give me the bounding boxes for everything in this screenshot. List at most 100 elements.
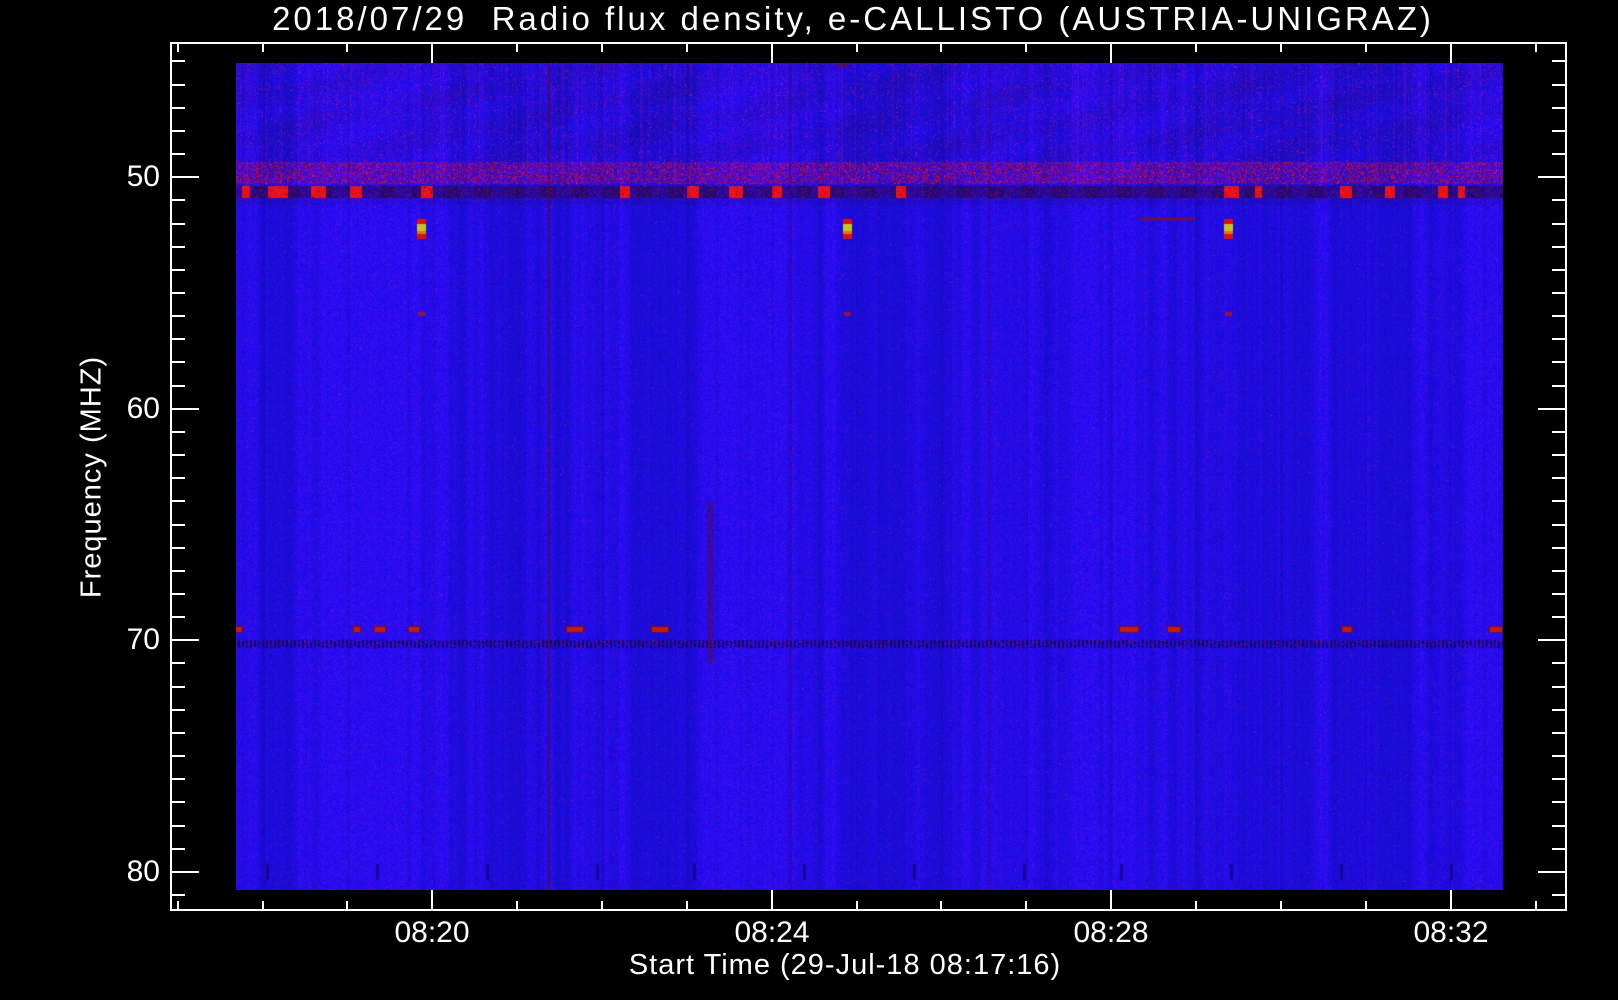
x-tick	[1365, 901, 1367, 909]
x-tick	[686, 901, 688, 909]
y-tick	[172, 246, 185, 248]
y-tick	[172, 639, 199, 641]
x-tick	[516, 901, 518, 909]
y-tick	[172, 709, 185, 711]
y-tick	[1552, 500, 1565, 502]
x-tick	[1365, 44, 1367, 52]
y-tick	[172, 477, 185, 479]
x-tick	[1450, 44, 1452, 63]
y-tick	[1552, 431, 1565, 433]
x-tick	[856, 901, 858, 909]
y-tick-label: 70	[126, 623, 160, 656]
y-tick	[1552, 107, 1565, 109]
y-tick	[1552, 894, 1565, 896]
x-tick	[771, 44, 773, 63]
x-tick	[177, 44, 179, 52]
x-tick-label: 08:32	[1413, 916, 1489, 949]
chart-title: 2018/07/29 Radio flux density, e-CALLIST…	[272, 0, 1434, 37]
y-tick-label: 60	[126, 392, 160, 425]
y-tick	[1552, 686, 1565, 688]
y-tick	[1538, 176, 1565, 178]
y-tick	[1552, 246, 1565, 248]
y-tick	[1552, 84, 1565, 86]
y-tick	[172, 500, 185, 502]
x-axis-label: Start Time (29-Jul-18 08:17:16)	[628, 949, 1062, 981]
y-tick	[1552, 593, 1565, 595]
y-tick	[1552, 801, 1565, 803]
y-tick	[1552, 825, 1565, 827]
x-tick	[686, 44, 688, 52]
y-tick	[172, 315, 185, 317]
x-tick-label: 08:20	[394, 916, 470, 949]
y-tick	[1552, 361, 1565, 363]
spectrogram-image	[236, 63, 1503, 890]
y-tick	[1552, 315, 1565, 317]
x-tick	[1535, 44, 1537, 52]
y-tick	[172, 223, 185, 225]
y-tick	[172, 825, 185, 827]
y-tick	[1552, 709, 1565, 711]
x-tick	[262, 44, 264, 52]
y-tick	[1552, 524, 1565, 526]
y-tick	[172, 84, 185, 86]
y-tick	[172, 176, 199, 178]
y-tick	[172, 686, 185, 688]
y-tick	[1552, 153, 1565, 155]
y-tick	[172, 408, 199, 410]
y-tick	[1552, 269, 1565, 271]
y-tick	[1552, 848, 1565, 850]
y-tick	[172, 801, 185, 803]
x-tick	[1195, 901, 1197, 909]
y-tick	[1552, 755, 1565, 757]
y-tick	[172, 153, 185, 155]
x-tick	[177, 901, 179, 909]
y-tick	[172, 778, 185, 780]
y-tick	[1552, 60, 1565, 62]
x-tick	[1025, 901, 1027, 909]
y-tick	[1552, 292, 1565, 294]
y-tick	[172, 292, 185, 294]
y-tick	[172, 199, 185, 201]
y-tick	[1552, 732, 1565, 734]
x-tick	[1535, 901, 1537, 909]
y-tick	[172, 894, 185, 896]
x-tick	[1195, 44, 1197, 52]
y-tick	[172, 593, 185, 595]
x-tick	[940, 44, 942, 52]
y-tick	[1552, 454, 1565, 456]
y-tick	[172, 755, 185, 757]
y-tick	[1552, 570, 1565, 572]
y-tick	[172, 130, 185, 132]
plot-frame	[170, 42, 1567, 911]
x-tick	[346, 901, 348, 909]
y-tick-label: 50	[126, 160, 160, 193]
x-tick	[1025, 44, 1027, 52]
y-tick	[172, 732, 185, 734]
y-tick	[1538, 639, 1565, 641]
y-tick	[172, 269, 185, 271]
y-tick	[172, 848, 185, 850]
y-tick	[172, 547, 185, 549]
y-tick	[1552, 223, 1565, 225]
y-tick	[1538, 871, 1565, 873]
y-tick	[172, 431, 185, 433]
x-tick	[1450, 890, 1452, 909]
x-tick	[516, 44, 518, 52]
y-tick	[172, 524, 185, 526]
y-tick	[172, 385, 185, 387]
x-tick	[346, 44, 348, 52]
x-tick	[1280, 44, 1282, 52]
y-tick	[1552, 662, 1565, 664]
y-tick	[172, 871, 199, 873]
y-tick	[172, 616, 185, 618]
y-tick	[1538, 408, 1565, 410]
y-tick	[172, 662, 185, 664]
y-tick	[172, 454, 185, 456]
y-tick	[1552, 477, 1565, 479]
y-tick	[1552, 199, 1565, 201]
x-tick	[262, 901, 264, 909]
y-tick-label: 80	[126, 855, 160, 888]
x-tick	[431, 890, 433, 909]
y-tick	[172, 361, 185, 363]
